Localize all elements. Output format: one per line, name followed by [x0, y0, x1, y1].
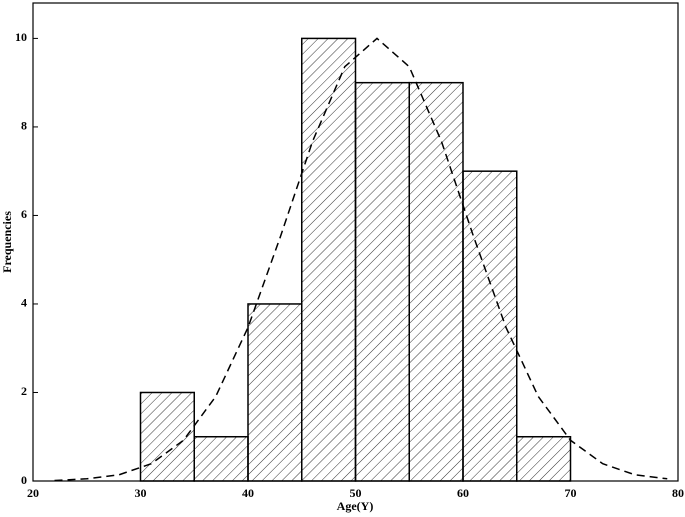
- x-tick-label: 80: [672, 486, 684, 500]
- x-axis-label: Age(Y): [337, 499, 374, 513]
- y-tick-label: 0: [21, 473, 27, 487]
- x-tick-label: 70: [565, 486, 577, 500]
- y-tick-label: 2: [21, 384, 27, 398]
- bar: [516, 435, 572, 482]
- x-tick-label: 50: [350, 486, 362, 500]
- bar: [139, 391, 195, 482]
- y-tick-label: 8: [21, 119, 27, 133]
- bar: [301, 37, 357, 482]
- y-axis-label: Frequencies: [0, 211, 14, 273]
- bar: [462, 170, 518, 482]
- y-tick-label: 4: [21, 296, 27, 310]
- normal-curve: [54, 37, 668, 482]
- bar: [354, 81, 410, 482]
- x-tick-label: 40: [242, 486, 254, 500]
- x-tick-label: 20: [27, 486, 39, 500]
- bar: [247, 303, 303, 482]
- bar: [408, 81, 464, 482]
- x-tick-label: 30: [135, 486, 147, 500]
- x-tick-label: 60: [457, 486, 469, 500]
- y-tick-label: 6: [21, 207, 27, 221]
- bar: [193, 435, 249, 482]
- y-tick-label: 10: [15, 30, 27, 44]
